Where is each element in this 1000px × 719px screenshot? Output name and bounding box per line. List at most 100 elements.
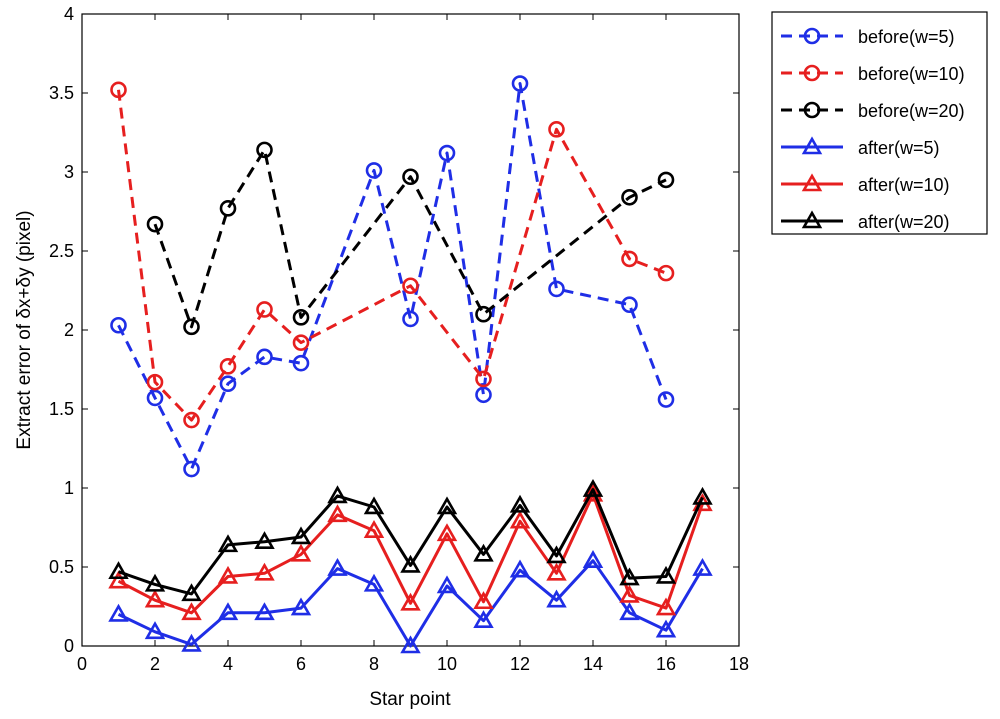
plot-area-frame xyxy=(81,13,740,647)
data-point xyxy=(219,200,237,217)
data-point xyxy=(217,565,239,584)
data-point xyxy=(292,309,310,326)
y-tick-label: 2 xyxy=(64,320,74,340)
data-point xyxy=(219,375,237,393)
data-point xyxy=(621,188,638,206)
data-point xyxy=(290,597,312,616)
data-point xyxy=(254,562,275,581)
legend-entry: before(w=20) xyxy=(781,101,965,121)
series-after-w-5 xyxy=(108,550,713,654)
x-axis-title: Star point xyxy=(369,689,451,710)
data-point xyxy=(619,567,640,586)
legend-marker xyxy=(801,173,823,192)
series-line xyxy=(117,492,704,615)
data-point xyxy=(146,373,164,391)
data-point xyxy=(217,534,239,553)
data-point xyxy=(546,545,567,564)
data-point xyxy=(692,557,713,576)
data-point xyxy=(436,575,458,594)
data-point xyxy=(254,531,275,550)
data-point xyxy=(181,583,202,602)
data-point xyxy=(475,305,492,323)
series-before-w-10 xyxy=(110,81,675,429)
data-point xyxy=(657,264,675,282)
data-point xyxy=(438,144,456,162)
data-point xyxy=(621,250,638,268)
legend-marker xyxy=(803,64,821,82)
series-before-w-5 xyxy=(110,75,675,478)
data-point xyxy=(146,389,164,407)
data-point xyxy=(363,573,385,592)
tick-labels: 0 2 4 6 8 10 12 14 16 18 0 0.5 1 1.5 2 2.5 3 3.5 4 xyxy=(49,4,749,674)
legend-entry: after(w=10) xyxy=(781,173,950,195)
data-point xyxy=(402,168,419,186)
data-point xyxy=(546,562,567,581)
data-point xyxy=(108,561,129,580)
data-point xyxy=(256,141,273,159)
legend-marker xyxy=(803,101,821,119)
data-point xyxy=(290,526,312,545)
data-point xyxy=(436,523,458,542)
data-point xyxy=(473,591,494,610)
data-point xyxy=(473,610,494,629)
data-point xyxy=(144,621,166,640)
series-line xyxy=(117,559,704,648)
data-point xyxy=(436,496,458,515)
y-tick-label: 1 xyxy=(64,478,74,498)
x-tick-label: 10 xyxy=(437,654,457,674)
y-tick-label: 0 xyxy=(64,636,74,656)
y-tick-label: 2.5 xyxy=(49,241,74,261)
data-point xyxy=(327,485,348,504)
data-point xyxy=(657,391,675,408)
legend-label: after(w=20) xyxy=(858,212,950,232)
data-point xyxy=(546,589,567,608)
data-point xyxy=(108,603,129,622)
x-tick-label: 2 xyxy=(150,654,160,674)
data-point xyxy=(183,411,200,429)
series-line xyxy=(117,82,668,471)
x-tick-label: 12 xyxy=(510,654,530,674)
axis-ticks xyxy=(81,13,740,647)
data-point xyxy=(181,602,202,621)
data-point xyxy=(400,635,421,654)
legend-label: before(w=20) xyxy=(858,101,965,121)
data-point xyxy=(108,570,129,589)
data-point xyxy=(582,483,604,502)
legend: before(w=5) before(w=10) before(w=20) after… xyxy=(771,11,988,235)
data-point xyxy=(400,554,421,573)
legend-entry: before(w=10) xyxy=(781,64,965,84)
data-point xyxy=(256,301,273,318)
data-point xyxy=(181,633,202,652)
data-point xyxy=(400,592,421,611)
data-point xyxy=(256,348,273,366)
data-point xyxy=(402,310,419,328)
legend-entry: after(w=20) xyxy=(781,210,950,232)
data-point xyxy=(475,386,492,404)
data-point xyxy=(582,550,604,568)
data-point xyxy=(473,543,494,562)
data-point xyxy=(290,543,312,562)
data-point xyxy=(402,277,419,295)
data-point xyxy=(292,354,310,372)
x-tick-label: 6 xyxy=(296,654,306,674)
data-point xyxy=(548,280,565,298)
legend-entry: before(w=5) xyxy=(781,27,955,47)
data-point xyxy=(110,81,127,99)
y-tick-label: 3.5 xyxy=(49,83,74,103)
data-point xyxy=(655,619,677,638)
series-before-w-20 xyxy=(146,141,675,336)
data-point xyxy=(144,573,166,592)
y-tick-label: 0.5 xyxy=(49,557,74,577)
legend-label: after(w=10) xyxy=(858,175,950,195)
data-point xyxy=(217,602,239,621)
legend-label: before(w=5) xyxy=(858,27,955,47)
data-point xyxy=(619,584,640,603)
data-point xyxy=(363,520,385,538)
y-tick-label: 3 xyxy=(64,162,74,182)
data-point xyxy=(582,478,604,497)
series-line xyxy=(118,488,704,596)
legend-label: after(w=5) xyxy=(858,138,940,158)
legend-box xyxy=(771,11,988,235)
y-tick-label: 1.5 xyxy=(49,399,74,419)
